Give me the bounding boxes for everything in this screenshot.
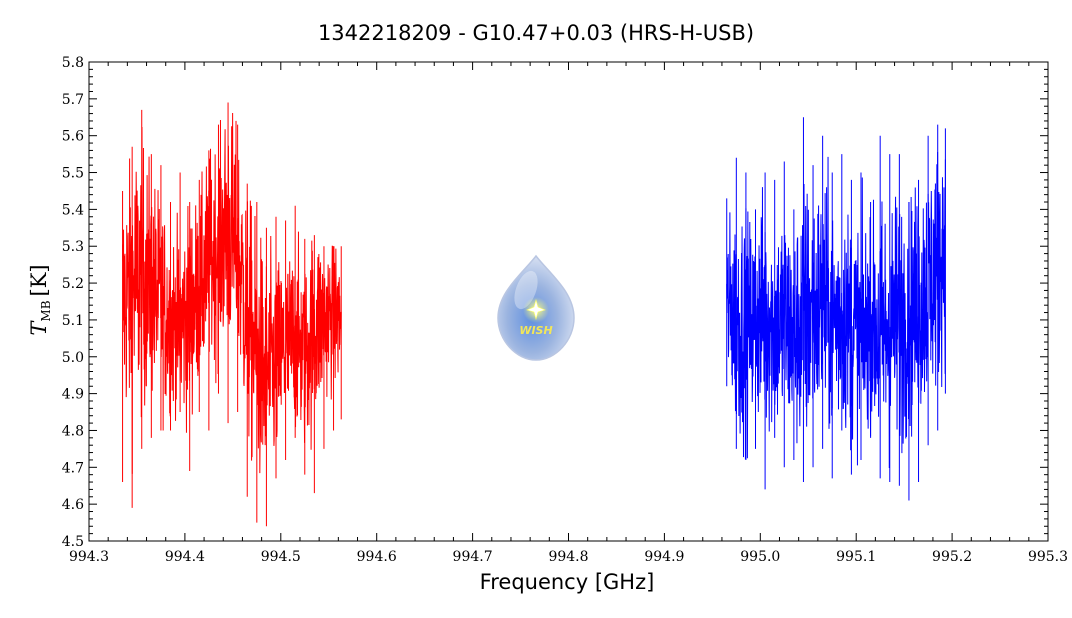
- x-tick-label: 995.3: [1028, 549, 1068, 565]
- x-tick-label: 994.3: [69, 549, 109, 565]
- y-axis-label-subscript: MB: [39, 300, 53, 321]
- wish-logo-text: WISH: [519, 324, 552, 337]
- y-tick-label: 4.5: [62, 534, 84, 550]
- x-tick-label: 994.6: [357, 549, 397, 565]
- x-tick-label: 994.7: [453, 549, 493, 565]
- x-axis: 994.3 994.4 994.5 994.6 994.7 994.8 994.9 995.0…: [69, 62, 1068, 565]
- x-tick-label: 994.8: [548, 549, 588, 565]
- y-tick-label: 4.9: [62, 387, 84, 403]
- y-tick-label: 5.5: [62, 166, 84, 182]
- x-tick-label: 995.1: [836, 549, 876, 565]
- y-tick-label: 4.8: [62, 423, 84, 439]
- y-tick-label: 5.0: [62, 350, 84, 366]
- x-axis-label: Frequency [GHz]: [480, 570, 655, 594]
- x-tick-label: 994.4: [165, 549, 205, 565]
- y-tick-label: 5.3: [62, 239, 84, 255]
- chart-title: 1342218209 - G10.47+0.03 (HRS-H-USB): [318, 21, 754, 45]
- y-axis-label-unit: [K]: [27, 264, 51, 296]
- y-tick-label: 5.7: [62, 92, 84, 108]
- x-tick-label: 994.5: [261, 549, 301, 565]
- y-axis-label: TMB [K]: [27, 264, 53, 335]
- y-tick-label: 5.8: [62, 55, 84, 71]
- y-tick-label: 4.7: [62, 460, 84, 476]
- y-axis-label-symbol: T: [27, 320, 51, 336]
- series-layer: [122, 102, 946, 527]
- x-tick-label: 995.2: [932, 549, 972, 565]
- y-tick-label: 5.4: [62, 202, 84, 218]
- series-0: [122, 102, 342, 527]
- y-tick-label: 5.1: [62, 313, 84, 329]
- y-axis: 4.5 4.6 4.7 4.8 4.9 5.0 5.1 5.2 5.3 5.4 5.5 5.6 5.7 5…: [62, 55, 1048, 550]
- y-tick-label: 4.6: [62, 497, 84, 513]
- wish-logo: WISH: [497, 254, 575, 361]
- y-tick-label: 5.6: [62, 129, 84, 145]
- series-1: [726, 117, 946, 501]
- y-tick-label: 5.2: [62, 276, 84, 292]
- series-0-line: [122, 113, 342, 474]
- x-tick-label: 995.0: [740, 549, 780, 565]
- x-tick-label: 994.9: [644, 549, 684, 565]
- series-1-line: [726, 152, 946, 469]
